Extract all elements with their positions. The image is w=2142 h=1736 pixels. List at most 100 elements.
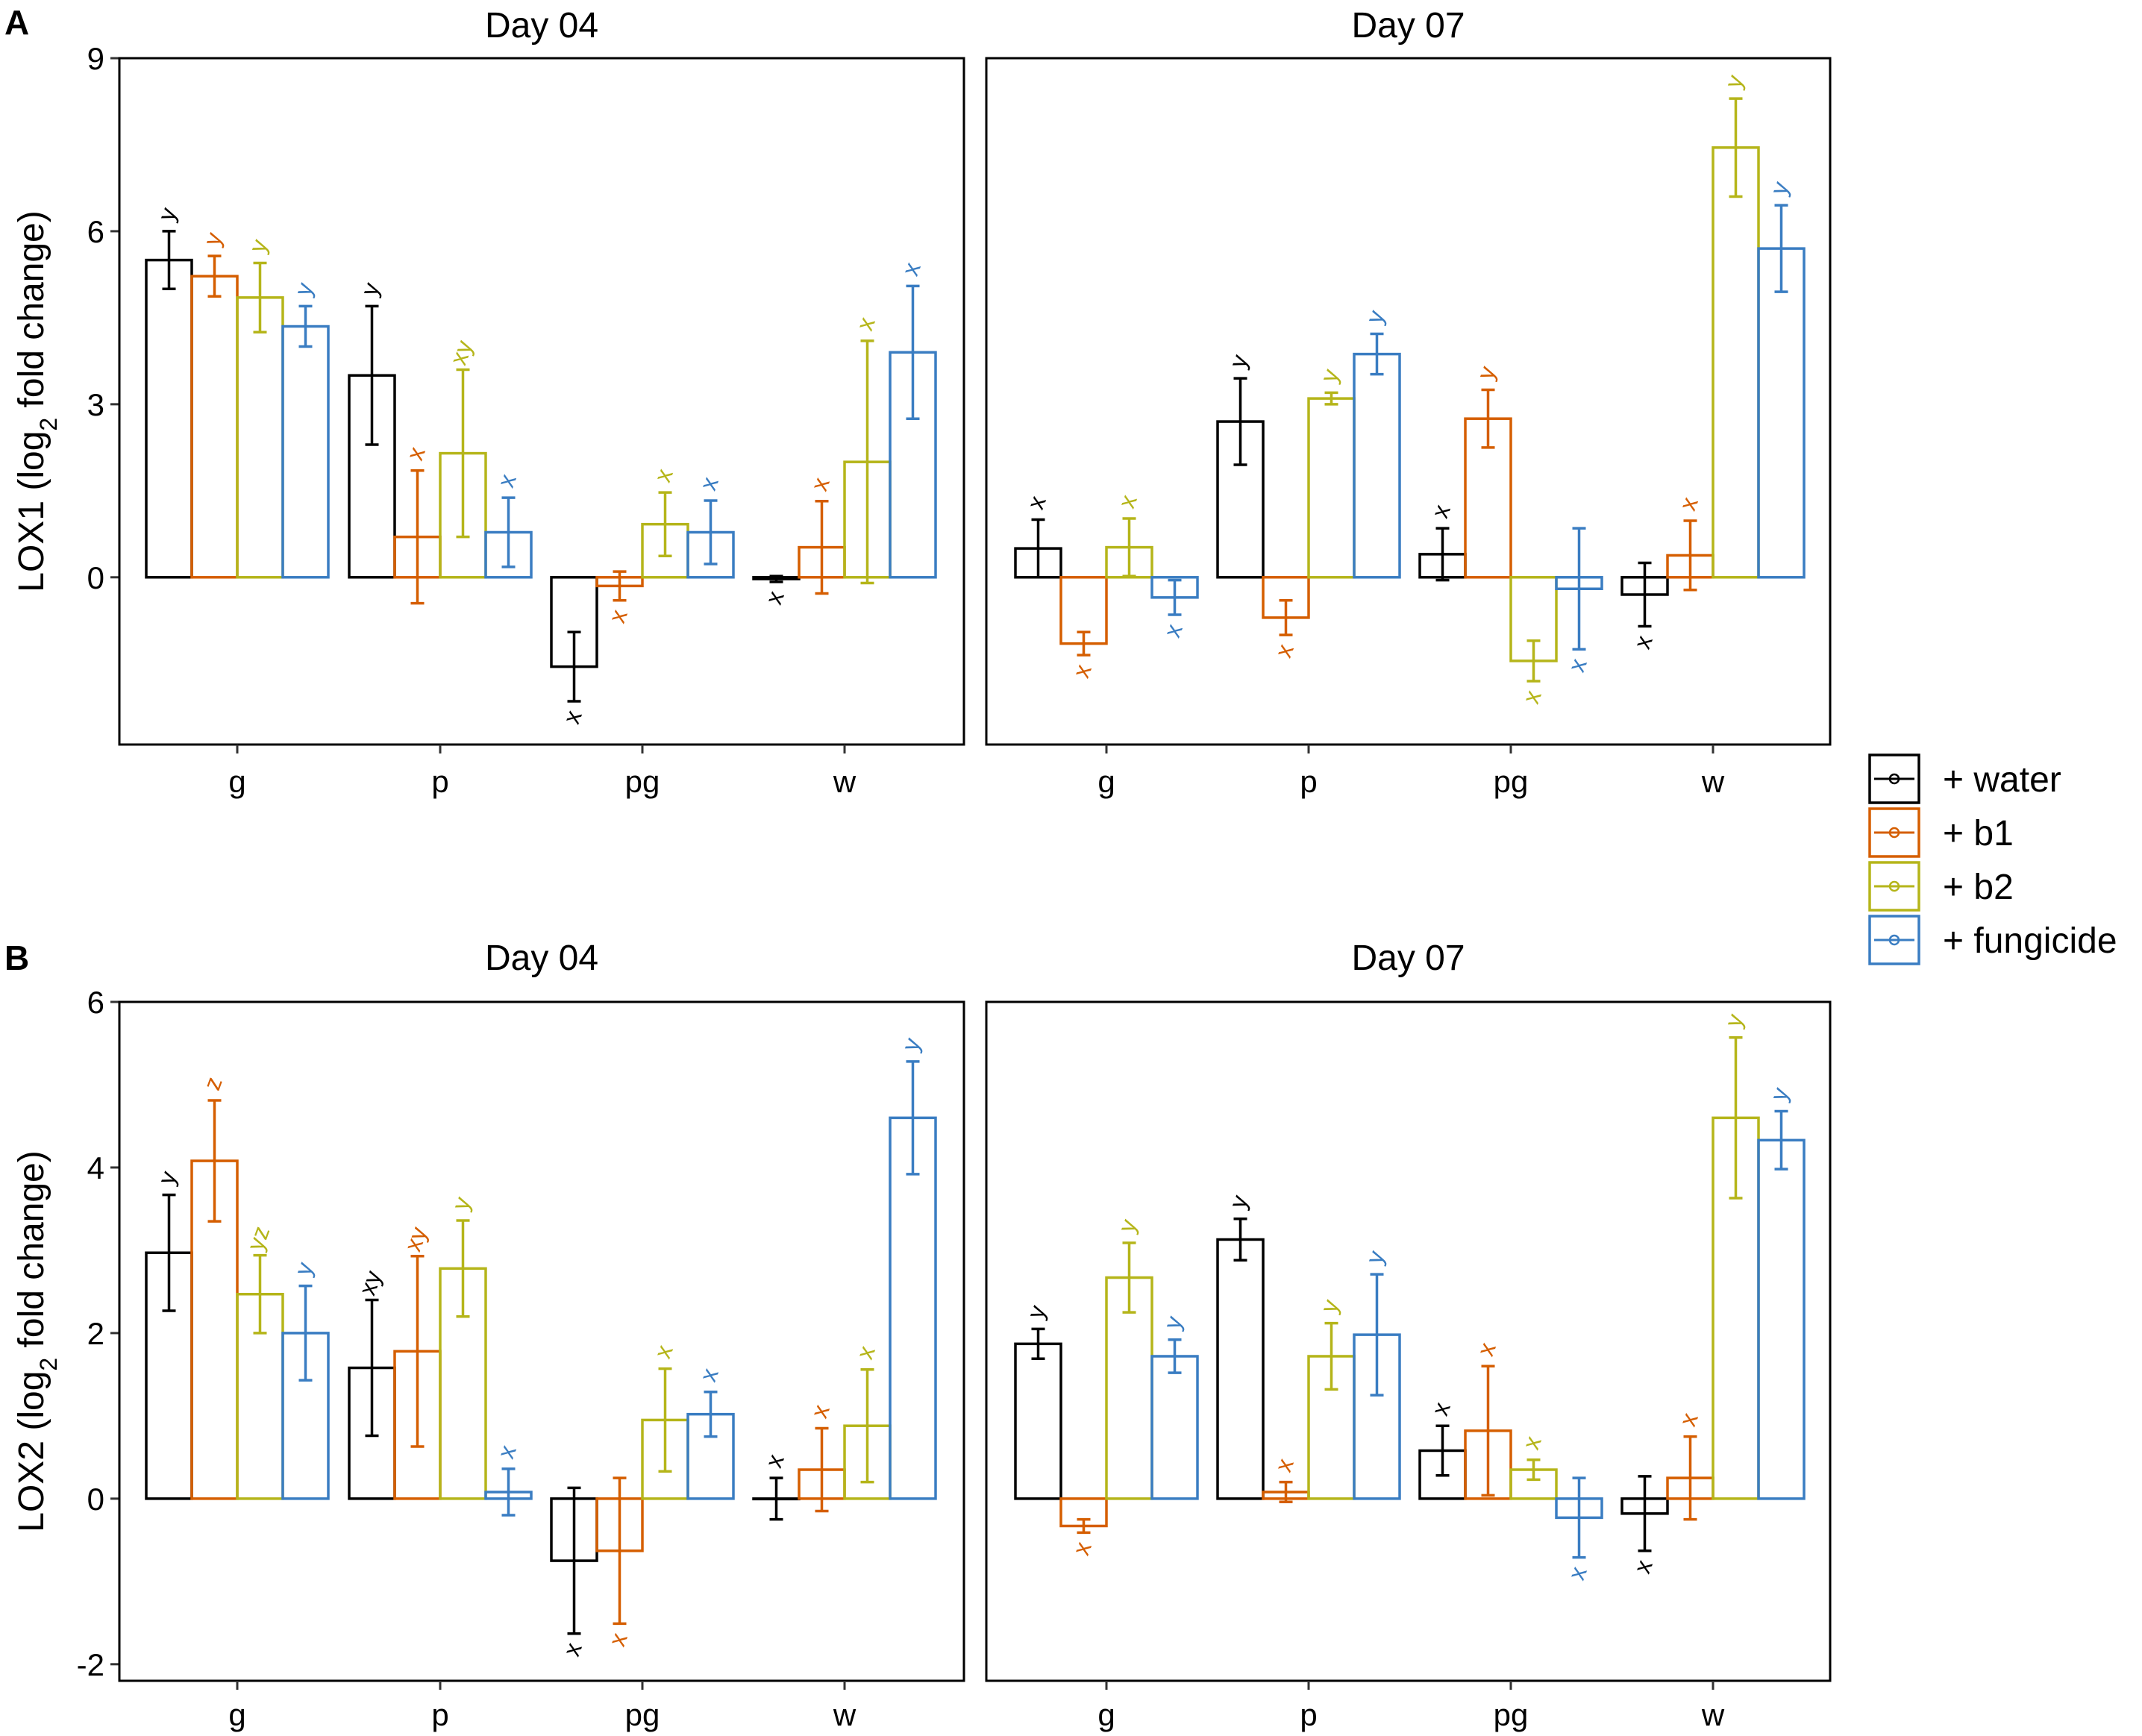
significance-letter: y xyxy=(152,204,181,224)
legend-label: + b1 xyxy=(1943,814,2014,853)
y-axis-title: LOX2 (log2 fold change) xyxy=(12,1150,62,1532)
y-axis-title-tail: fold change) xyxy=(12,210,51,418)
significance-letter: y xyxy=(1112,1215,1142,1235)
y-tick-label: 0 xyxy=(87,1482,104,1517)
legend-key xyxy=(1868,753,1920,804)
legend-item-b1: + b1 xyxy=(1868,807,2014,858)
significance-letter: y xyxy=(1764,178,1794,198)
significance-letter: x xyxy=(805,474,834,494)
significance-letter: y xyxy=(198,229,227,249)
y-tick-label: 0 xyxy=(87,560,104,595)
y-tick-label: -2 xyxy=(77,1647,104,1682)
legend-label: + b2 xyxy=(1943,868,2014,907)
significance-letter: x xyxy=(851,1342,880,1362)
bar xyxy=(281,325,330,579)
legend-item-fungicide: + fungicide xyxy=(1868,915,2117,965)
significance-letter: x xyxy=(760,1451,789,1471)
significance-letter: x xyxy=(1426,501,1455,521)
significance-letter: y xyxy=(289,1259,318,1279)
significance-letter: x xyxy=(896,259,925,279)
significance-letter: x xyxy=(1158,621,1187,641)
significance-letter: x xyxy=(805,1401,834,1421)
x-tick-label: pg xyxy=(1494,1697,1529,1732)
significance-letter: x xyxy=(1673,493,1703,513)
significance-letter: x xyxy=(1067,1538,1096,1558)
significance-letter: yz xyxy=(242,1223,275,1254)
x-tick-label: w xyxy=(1701,1697,1725,1732)
significance-letter: x xyxy=(1269,1455,1298,1475)
significance-letter: x xyxy=(1562,1563,1591,1583)
bar xyxy=(1150,1355,1199,1500)
bar xyxy=(145,258,193,579)
facet-frame xyxy=(985,57,1832,746)
significance-letter: x xyxy=(648,466,677,486)
significance-letter: y xyxy=(1764,1084,1794,1104)
significance-letter: x xyxy=(648,1341,677,1361)
significance-letter: y xyxy=(446,1193,475,1213)
significance-letter: x xyxy=(492,471,521,491)
bar xyxy=(1757,1138,1806,1500)
significance-letter: xy xyxy=(445,336,478,368)
significance-letter: x xyxy=(603,1629,632,1649)
facet-day-07: Day 07 y y x x x x x x y y x y y y x y g p pg w xyxy=(985,938,1832,1732)
legend-key-marker xyxy=(1888,934,1900,946)
y-axis-title-tail: fold change) xyxy=(12,1150,51,1358)
significance-letter: x xyxy=(694,473,723,493)
significance-letter: y xyxy=(1158,1312,1187,1332)
significance-letter: y xyxy=(1315,1296,1344,1316)
significance-letter: xy xyxy=(354,1267,387,1298)
y-axis-title-main: LOX1 (log xyxy=(12,431,51,592)
facet-frame xyxy=(985,1000,1832,1682)
y-tick-label: 9 xyxy=(87,41,104,76)
legend-key-marker xyxy=(1888,773,1900,785)
significance-letter: x xyxy=(557,706,586,727)
significance-letter: y xyxy=(1315,366,1344,386)
legend-item-b2: + b2 xyxy=(1868,861,2014,912)
legend-label: + water xyxy=(1943,760,2061,800)
panel-letter: B xyxy=(4,938,29,977)
significance-letter: y xyxy=(152,1168,181,1188)
facet-title: Day 04 xyxy=(485,938,598,978)
panel-letter: A xyxy=(4,3,29,42)
x-tick-label: p xyxy=(1300,1697,1317,1732)
bar xyxy=(1757,247,1806,579)
facet-title: Day 07 xyxy=(1351,938,1465,978)
significance-letter: x xyxy=(1628,1556,1657,1576)
y-tick-label: 6 xyxy=(87,985,104,1020)
legend-label: + fungicide xyxy=(1943,921,2117,961)
y-tick-label: 6 xyxy=(87,214,104,249)
significance-letter: y xyxy=(355,279,384,299)
significance-letter: x xyxy=(1673,1409,1703,1429)
x-tick-label: pg xyxy=(1494,764,1529,799)
bar xyxy=(1712,146,1760,579)
significance-letter: x xyxy=(492,1441,521,1461)
significance-letter: y xyxy=(1719,72,1748,92)
x-tick-label: g xyxy=(1097,1697,1115,1732)
significance-letter: x xyxy=(1067,661,1096,681)
x-tick-label: pg xyxy=(625,764,660,799)
significance-letter: x xyxy=(557,1639,586,1659)
y-axis-title-main: LOX2 (log xyxy=(12,1371,51,1532)
significance-letter: x xyxy=(401,443,430,463)
significance-letter: x xyxy=(1562,655,1591,675)
significance-letter: z xyxy=(198,1074,227,1094)
x-tick-label: g xyxy=(228,764,245,799)
significance-letter: x xyxy=(1112,491,1142,511)
x-tick-label: w xyxy=(833,764,857,799)
x-tick-label: w xyxy=(1701,764,1725,799)
x-tick-label: g xyxy=(228,1697,245,1732)
legend-key-marker xyxy=(1888,880,1900,892)
x-tick-label: w xyxy=(833,1697,857,1732)
legend-key xyxy=(1868,915,1920,965)
significance-letter: y xyxy=(289,279,318,299)
significance-letter: x xyxy=(1021,492,1050,513)
x-tick-label: g xyxy=(1097,764,1115,799)
bar xyxy=(1014,1342,1062,1500)
bar xyxy=(236,296,284,579)
significance-letter: x xyxy=(1269,641,1298,661)
y-tick-label: 3 xyxy=(87,387,104,422)
significance-letter: x xyxy=(851,313,880,333)
